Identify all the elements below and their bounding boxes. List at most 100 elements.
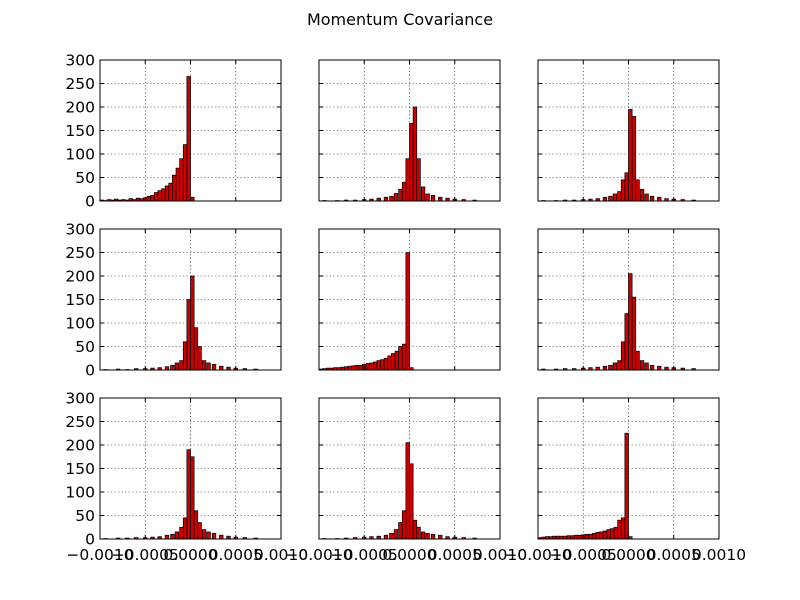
histogram-bar (573, 534, 579, 540)
subplot-row2-col3 (537, 228, 720, 371)
histogram-bar (182, 517, 188, 540)
y-tick-label: 300 (65, 52, 95, 70)
x-tick-label: −0.0010 (66, 546, 133, 564)
histogram-bar (624, 313, 629, 371)
histogram-bar (383, 357, 389, 371)
histogram-bar (612, 193, 618, 202)
histogram-bar (193, 327, 199, 371)
histogram-bar (644, 362, 649, 371)
histogram-bar (170, 533, 175, 540)
x-tick-label: 0.0005 (647, 546, 701, 564)
histogram-bar (617, 519, 622, 540)
histogram-bar (620, 341, 626, 371)
histogram-bar (608, 195, 613, 202)
y-tick-label: 150 (65, 122, 95, 140)
y-tick-label: 150 (65, 460, 95, 478)
histogram-bar (425, 533, 430, 540)
histogram-bar (631, 116, 637, 202)
histogram-bar (401, 510, 407, 540)
histogram-bar (591, 533, 597, 540)
histogram-bar (617, 191, 622, 202)
histogram-bar (657, 196, 662, 202)
subplot-row1-col3 (537, 59, 720, 202)
histogram-bar (412, 106, 418, 202)
histogram-bar (219, 534, 224, 540)
y-tick-label: 50 (75, 338, 95, 356)
y-tick-label: 100 (65, 315, 95, 333)
histogram-bar (376, 360, 381, 371)
histogram-bar (398, 522, 403, 540)
histogram-bar (649, 364, 655, 371)
histogram-bar (391, 353, 396, 371)
histogram-bar (190, 196, 195, 202)
y-tick-label: 200 (65, 437, 95, 455)
histogram-bar (354, 364, 360, 371)
y-tick-label: 150 (65, 291, 95, 309)
histogram-bar (430, 195, 436, 202)
y-tick-label: 300 (65, 221, 95, 239)
histogram-bar (206, 531, 211, 540)
histogram-bar (170, 364, 175, 371)
histogram-bar (639, 360, 645, 371)
y-tick-label: 300 (65, 390, 95, 408)
histogram-bar (430, 533, 436, 540)
histogram-bar (190, 456, 195, 540)
histogram-bar (387, 355, 392, 371)
histogram-bar (606, 529, 611, 540)
histogram-bar (182, 341, 188, 371)
y-tick-label: 0 (85, 193, 95, 211)
x-tick-label: 0.0010 (473, 546, 527, 564)
histogram-bar (584, 533, 590, 540)
histogram-bar (164, 185, 170, 202)
histogram-bar (412, 519, 418, 540)
histogram-bar (179, 526, 184, 540)
x-tick-label: 0.0000 (163, 546, 217, 564)
histogram-bar (624, 172, 629, 202)
histogram-bar (401, 343, 407, 371)
histogram-bar (599, 531, 604, 540)
histogram-bar (416, 158, 421, 202)
histogram-bar (164, 534, 170, 540)
histogram-bar (610, 528, 615, 540)
histogram-bar (620, 517, 626, 540)
y-tick-label: 250 (65, 75, 95, 93)
histogram-bar (153, 192, 159, 202)
histogram-bar (657, 365, 662, 371)
histogram-bar (186, 76, 191, 202)
histogram-bar (405, 158, 410, 202)
histogram-bar (394, 350, 399, 371)
histogram-bar (201, 529, 207, 540)
histogram-bar (383, 534, 389, 540)
histogram-bar (146, 195, 152, 202)
y-tick-label: 50 (75, 507, 95, 525)
histogram-bar (405, 442, 410, 540)
histogram-bar (150, 195, 155, 202)
histogram-bar (628, 108, 633, 202)
y-tick-label: 0 (85, 531, 95, 549)
histogram-bar (425, 193, 430, 202)
histogram-bar (201, 360, 207, 371)
histogram-bar (631, 296, 637, 371)
histogram-bar (389, 533, 394, 540)
histogram-bar (595, 532, 600, 540)
histogram-bar (612, 362, 618, 371)
x-tick-label: −0.0005 (550, 546, 617, 564)
histogram-bar (174, 362, 180, 371)
y-tick-label: 200 (65, 268, 95, 286)
chart-title: Momentum Covariance (307, 10, 493, 29)
histogram-bar (624, 432, 629, 540)
histogram-bar (175, 167, 180, 202)
subplot-row2-col1: 0 50 100 150 200 250 300 (65, 221, 282, 380)
histogram-bar (186, 299, 191, 371)
subplot-grid: 0 50 100 150 200 250 300 0 50 100 150 200 250 300 0 50 1… (65, 52, 746, 565)
x-tick-label: 0.0010 (254, 546, 308, 564)
x-tick-label: 0.0000 (382, 546, 436, 564)
histogram-bar (219, 365, 224, 371)
histogram-bar (420, 531, 426, 540)
histogram-bar (398, 346, 403, 371)
histogram-bar (179, 360, 184, 371)
histogram-bar (179, 158, 184, 202)
